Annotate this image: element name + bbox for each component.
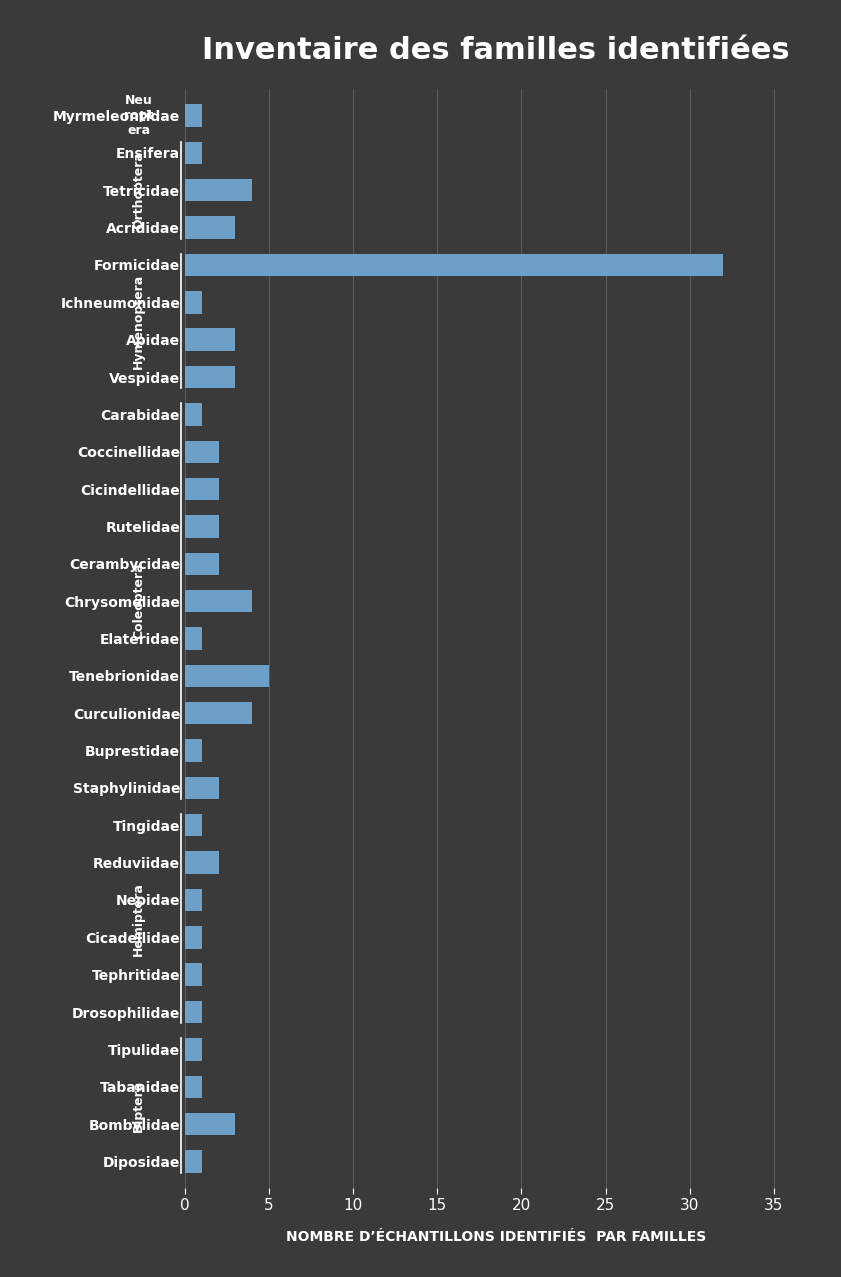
Bar <box>185 813 202 836</box>
Text: Orthoptera: Orthoptera <box>132 151 145 229</box>
Bar <box>185 590 252 613</box>
X-axis label: NOMBRE D’ÉCHANTILLONS IDENTIFIÉS  PAR FAMILLES: NOMBRE D’ÉCHANTILLONS IDENTIFIÉS PAR FAM… <box>286 1230 706 1244</box>
Bar <box>185 404 202 425</box>
Title: Inventaire des familles identifiées: Inventaire des familles identifiées <box>203 36 790 65</box>
Bar <box>185 1038 202 1061</box>
Bar <box>185 739 202 762</box>
Bar <box>185 627 202 650</box>
Bar <box>185 142 202 165</box>
Bar <box>185 105 202 126</box>
Bar <box>185 478 219 501</box>
Bar <box>185 1001 202 1023</box>
Bar <box>185 1112 235 1135</box>
Text: Hymenoptera: Hymenoptera <box>132 273 145 369</box>
Text: Neu
ropt
era: Neu ropt era <box>124 94 153 137</box>
Bar <box>185 291 202 314</box>
Bar <box>185 515 219 538</box>
Bar <box>185 1075 202 1098</box>
Bar <box>185 441 219 464</box>
Text: Coleoptera: Coleoptera <box>132 563 145 640</box>
Bar <box>185 1151 202 1172</box>
Bar <box>185 889 202 912</box>
Text: Diptera: Diptera <box>132 1079 145 1131</box>
Bar <box>185 216 235 239</box>
Bar <box>185 963 202 986</box>
Bar <box>185 254 723 276</box>
Text: Hemiptera: Hemiptera <box>132 881 145 955</box>
Bar <box>185 179 252 202</box>
Bar <box>185 553 219 575</box>
Bar <box>185 365 235 388</box>
Bar <box>185 664 269 687</box>
Bar <box>185 328 235 351</box>
Bar <box>185 702 252 724</box>
Bar <box>185 776 219 799</box>
Bar <box>185 852 219 873</box>
Bar <box>185 926 202 949</box>
